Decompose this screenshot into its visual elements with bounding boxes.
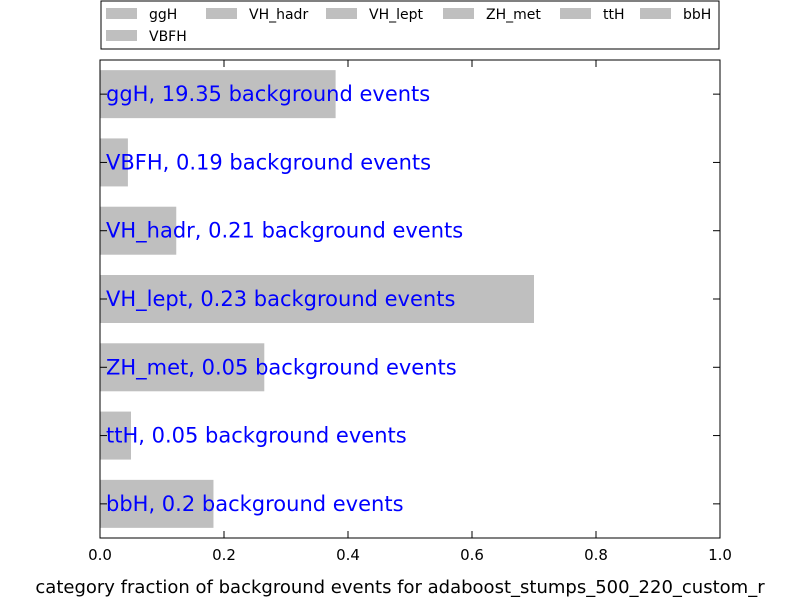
bar-label: VBFH, 0.19 background events (106, 150, 431, 174)
x-tick-label: 0.2 (212, 546, 236, 564)
legend-swatch (443, 8, 474, 19)
legend-frame (100, 0, 720, 50)
legend-swatch (326, 8, 357, 19)
legend-label: ttH (603, 7, 625, 23)
bars (100, 70, 534, 528)
x-tick-label: 0.4 (336, 546, 360, 564)
legend-swatch (106, 30, 137, 41)
bar-vh-lept (100, 275, 534, 323)
legend-label: ggH (149, 7, 177, 23)
legend-label: VBFH (149, 29, 187, 45)
bar-label: bbH, 0.2 background events (106, 492, 404, 516)
bar-labels: ggH, 19.35 background events VBFH, 0.19 b… (106, 82, 463, 516)
bar-bbh (100, 479, 214, 528)
legend-swatch (560, 8, 591, 19)
legend-swatch (106, 8, 137, 19)
bar-label: VH_lept, 0.23 background events (106, 287, 455, 312)
legend-label: bbH (683, 7, 711, 23)
legend-label: ZH_met (486, 7, 541, 23)
bar-label: VH_hadr, 0.21 background events (106, 219, 463, 244)
axes: 0.0 0.2 0.4 0.6 0.8 1.0 (88, 59, 732, 564)
x-axis-label: category fraction of background events f… (35, 577, 765, 598)
x-tick-label: 0.8 (584, 546, 608, 564)
bar-label: ttH, 0.05 background events (106, 424, 407, 448)
legend: ggH VH_hadr VH_lept ZH_met ttH bbH VBFH (100, 0, 720, 50)
legend-label: VH_lept (369, 7, 423, 23)
bar-zh-met (100, 343, 265, 392)
legend-label: VH_hadr (249, 7, 308, 23)
x-tick-label: 1.0 (708, 546, 732, 564)
bar-label: ZH_met, 0.05 background events (106, 355, 457, 380)
legend-swatch (206, 8, 237, 19)
bar-ggh (100, 70, 336, 119)
legend-swatch (640, 8, 671, 19)
x-tick-label: 0.0 (88, 546, 112, 564)
bar-label: ggH, 19.35 background events (106, 82, 430, 106)
bar-vh-hadr (100, 206, 177, 255)
x-tick-label: 0.6 (460, 546, 484, 564)
